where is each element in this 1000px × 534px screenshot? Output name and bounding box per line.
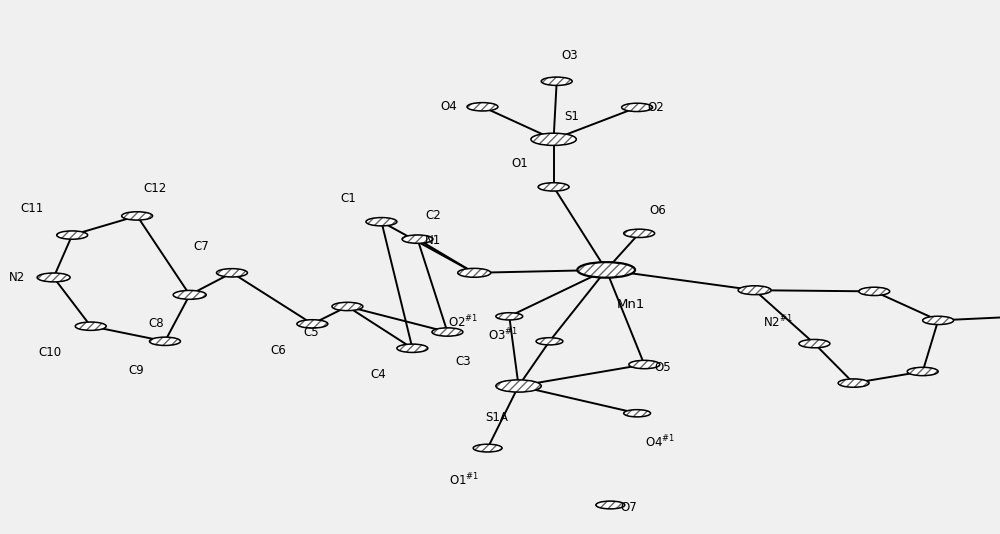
Text: C4: C4 bbox=[371, 368, 387, 381]
Ellipse shape bbox=[57, 231, 88, 239]
Ellipse shape bbox=[629, 360, 660, 368]
Text: O3$^{\#1}$: O3$^{\#1}$ bbox=[488, 327, 519, 344]
Text: O1$^{\#1}$: O1$^{\#1}$ bbox=[449, 472, 479, 488]
Ellipse shape bbox=[624, 410, 651, 417]
Text: O4: O4 bbox=[440, 100, 457, 113]
Text: O4$^{\#1}$: O4$^{\#1}$ bbox=[645, 434, 676, 451]
Ellipse shape bbox=[536, 337, 563, 345]
Ellipse shape bbox=[738, 286, 771, 295]
Text: C9: C9 bbox=[129, 364, 144, 377]
Text: C3: C3 bbox=[456, 355, 471, 367]
Text: O3: O3 bbox=[562, 49, 578, 61]
Text: C2: C2 bbox=[426, 209, 442, 223]
Ellipse shape bbox=[622, 103, 653, 112]
Text: O5: O5 bbox=[655, 361, 671, 374]
Text: N2: N2 bbox=[8, 271, 25, 284]
Text: O2: O2 bbox=[647, 101, 664, 114]
Text: C6: C6 bbox=[271, 343, 287, 357]
Ellipse shape bbox=[458, 269, 491, 277]
Text: C11: C11 bbox=[20, 202, 43, 215]
Ellipse shape bbox=[541, 77, 572, 85]
Text: S1A: S1A bbox=[485, 411, 508, 425]
Ellipse shape bbox=[37, 273, 70, 282]
Ellipse shape bbox=[531, 133, 576, 145]
Ellipse shape bbox=[397, 344, 428, 352]
Ellipse shape bbox=[859, 287, 890, 295]
Ellipse shape bbox=[624, 229, 655, 238]
Ellipse shape bbox=[923, 316, 954, 325]
Ellipse shape bbox=[432, 328, 463, 336]
Ellipse shape bbox=[216, 269, 247, 277]
Text: C10: C10 bbox=[39, 346, 62, 359]
Text: Mn1: Mn1 bbox=[616, 298, 645, 311]
Text: C12: C12 bbox=[143, 182, 167, 194]
Ellipse shape bbox=[538, 183, 569, 191]
Text: C8: C8 bbox=[148, 317, 164, 331]
Text: O7: O7 bbox=[621, 501, 637, 514]
Ellipse shape bbox=[799, 340, 830, 348]
Ellipse shape bbox=[907, 367, 938, 375]
Text: C5: C5 bbox=[303, 326, 319, 339]
Text: N2$^{\#1}$: N2$^{\#1}$ bbox=[763, 314, 793, 331]
Text: C1: C1 bbox=[340, 192, 356, 205]
Text: O2$^{\#1}$: O2$^{\#1}$ bbox=[448, 314, 478, 331]
Ellipse shape bbox=[122, 212, 153, 220]
Ellipse shape bbox=[496, 313, 523, 320]
Ellipse shape bbox=[473, 444, 502, 452]
Ellipse shape bbox=[838, 379, 869, 387]
Ellipse shape bbox=[467, 103, 498, 111]
Text: S1: S1 bbox=[564, 109, 579, 123]
Ellipse shape bbox=[332, 302, 363, 311]
Text: O6: O6 bbox=[649, 203, 666, 217]
Ellipse shape bbox=[297, 320, 328, 328]
Ellipse shape bbox=[149, 337, 180, 345]
Ellipse shape bbox=[402, 235, 433, 244]
Ellipse shape bbox=[496, 380, 541, 392]
Ellipse shape bbox=[366, 217, 397, 226]
Ellipse shape bbox=[173, 290, 206, 299]
Ellipse shape bbox=[596, 501, 625, 509]
Ellipse shape bbox=[75, 322, 106, 331]
Text: N1: N1 bbox=[425, 234, 441, 247]
Ellipse shape bbox=[577, 262, 635, 278]
Text: O1: O1 bbox=[511, 157, 528, 170]
Text: C7: C7 bbox=[194, 240, 209, 253]
